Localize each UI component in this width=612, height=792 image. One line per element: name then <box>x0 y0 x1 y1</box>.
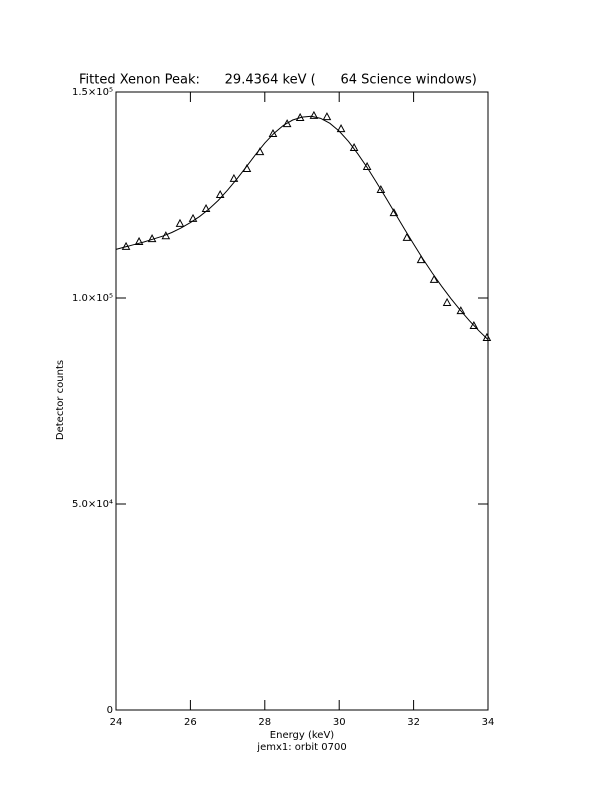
y-axis-label: Detector counts <box>55 360 66 440</box>
data-point <box>134 236 144 245</box>
data-point <box>402 232 412 241</box>
x-tick-label: 24 <box>110 717 123 728</box>
data-point <box>215 189 225 198</box>
x-tick-label: 26 <box>184 717 197 728</box>
data-point <box>309 110 319 119</box>
data-point <box>376 185 386 194</box>
data-point <box>469 320 479 330</box>
data-point <box>201 203 211 213</box>
data-point <box>389 208 399 217</box>
data-point <box>336 124 346 133</box>
data-point <box>229 173 239 182</box>
data-point <box>482 332 492 341</box>
data-point <box>147 234 157 243</box>
chart-title: Fitted Xenon Peak: 29.4364 keV ( 64 Scie… <box>79 73 477 88</box>
data-point <box>322 112 332 121</box>
x-axis-label: Energy (keV) <box>270 730 335 741</box>
x-tick-label: 28 <box>258 717 271 728</box>
y-tick-label: 1.5×10⁵ <box>72 87 113 98</box>
x-tick-label: 30 <box>333 717 346 728</box>
footer: jemx1: orbit 0700 <box>256 742 346 753</box>
y-tick-label: 5.0×10⁴ <box>72 499 113 510</box>
data-point <box>362 161 372 170</box>
data-point <box>282 119 292 128</box>
y-tick-label: 0 <box>107 705 113 716</box>
plot-frame <box>115 91 489 711</box>
data-point <box>456 306 466 315</box>
data-point <box>429 274 439 283</box>
x-tick-label: 32 <box>407 717 420 728</box>
x-tick-label: 34 <box>482 717 495 728</box>
fit-line <box>115 115 489 340</box>
data-point <box>442 297 452 306</box>
data-point <box>175 218 185 227</box>
y-tick-label: 1.0×10⁵ <box>72 293 113 304</box>
data-point <box>268 128 278 138</box>
